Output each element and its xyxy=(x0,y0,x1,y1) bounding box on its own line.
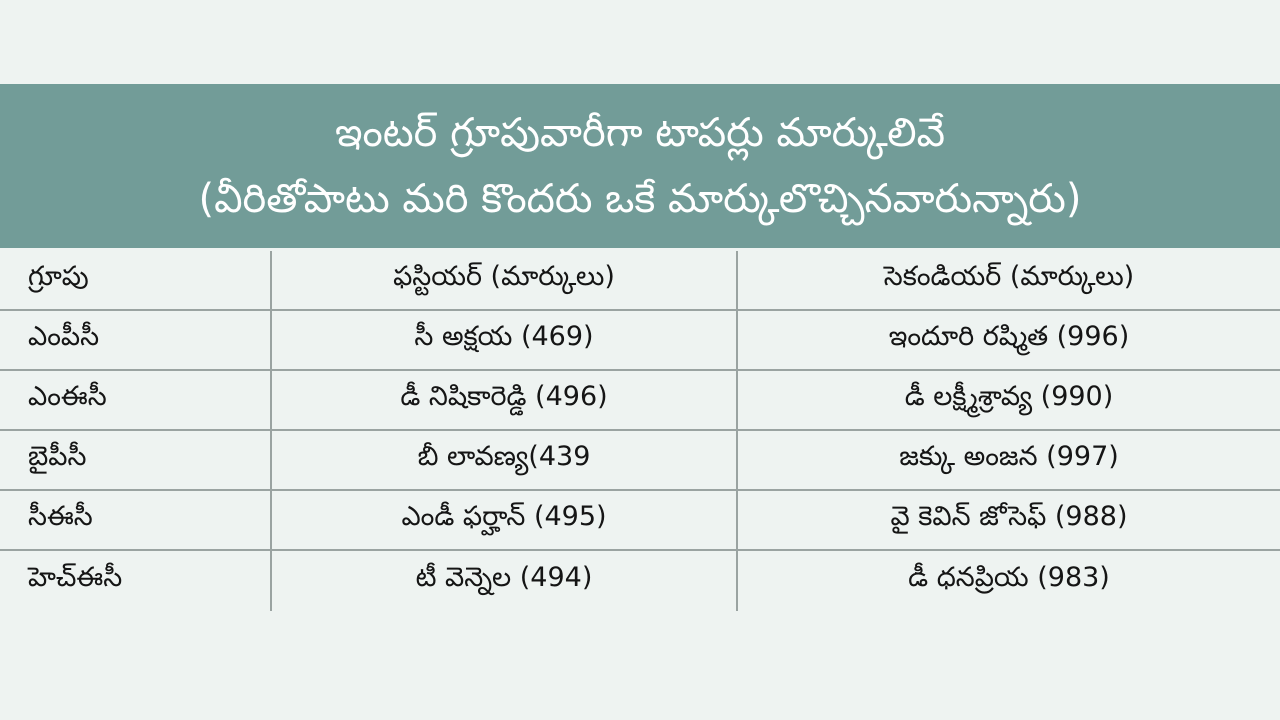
first-year-cell: సీ అక్షయ (469) xyxy=(272,311,738,369)
first-year-cell: బీ లావణ్య(439 xyxy=(272,431,738,489)
title-line-1: ఇంటర్ గ్రూపువారీగా టాపర్లు మార్కులివే xyxy=(334,110,946,156)
group-cell: ఎంఈసీ xyxy=(0,371,272,429)
table-row: ఎంపీసీ సీ అక్షయ (469) ఇందూరి రష్మిత (996… xyxy=(0,311,1280,371)
column-header-first-year: ఫస్టియర్ (మార్కులు) xyxy=(272,251,738,309)
table-row: హెచ్ఈసీ టీ వెన్నెల (494) డీ ధనప్రియ (983… xyxy=(0,551,1280,611)
second-year-cell: జక్కు అంజన (997) xyxy=(899,441,1119,472)
column-header-second-year: సెకండియర్ (మార్కులు) xyxy=(883,261,1135,292)
column-header-group: గ్రూపు xyxy=(0,251,272,309)
second-year-cell: డీ ధనప్రియ (983) xyxy=(908,562,1110,593)
group-cell: ఎంపీసీ xyxy=(0,311,272,369)
first-year-cell: డీ నిషికారెడ్డి (496) xyxy=(272,371,738,429)
table-row: ఎంఈసీ డీ నిషికారెడ్డి (496) డీ లక్ష్మీశ్… xyxy=(0,371,1280,431)
group-cell: సీఈసీ xyxy=(0,491,272,549)
first-year-cell: ఎండీ ఫర్హాన్ (495) xyxy=(272,491,738,549)
group-cell: బైపీసీ xyxy=(0,431,272,489)
title-line-2: (వీరితోపాటు మరి కొందరు ఒకే మార్కులొచ్చిన… xyxy=(198,176,1082,222)
table-row: సీఈసీ ఎండీ ఫర్హాన్ (495) వై కెవిన్ జోసెఫ… xyxy=(0,491,1280,551)
second-year-cell: ఇందూరి రష్మిత (996) xyxy=(888,321,1130,352)
group-cell: హెచ్ఈసీ xyxy=(0,551,272,611)
toppers-table: గ్రూపు ఫస్టియర్ (మార్కులు) సెకండియర్ (మా… xyxy=(0,251,1280,611)
first-year-cell: టీ వెన్నెల (494) xyxy=(272,551,738,611)
second-year-cell: డీ లక్ష్మీశ్రావ్య (990) xyxy=(904,381,1114,412)
title-banner: ఇంటర్ గ్రూపువారీగా టాపర్లు మార్కులివే (వ… xyxy=(0,84,1280,248)
table-row: బైపీసీ బీ లావణ్య(439 జక్కు అంజన (997) xyxy=(0,431,1280,491)
second-year-cell: వై కెవిన్ జోసెఫ్ (988) xyxy=(890,501,1128,532)
table-header-row: గ్రూపు ఫస్టియర్ (మార్కులు) సెకండియర్ (మా… xyxy=(0,251,1280,311)
